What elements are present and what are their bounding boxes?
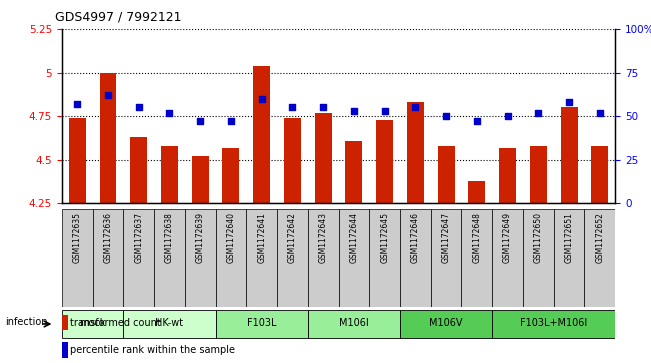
Text: M106I: M106I	[339, 318, 368, 329]
Text: GSM1172642: GSM1172642	[288, 212, 297, 262]
Text: GSM1172637: GSM1172637	[134, 212, 143, 263]
Text: GSM1172638: GSM1172638	[165, 212, 174, 262]
Text: GDS4997 / 7992121: GDS4997 / 7992121	[55, 11, 182, 24]
Text: GSM1172635: GSM1172635	[73, 212, 82, 263]
FancyBboxPatch shape	[523, 209, 554, 307]
FancyBboxPatch shape	[123, 209, 154, 307]
Point	[594, 110, 605, 115]
FancyBboxPatch shape	[492, 310, 615, 338]
FancyBboxPatch shape	[400, 209, 431, 307]
FancyBboxPatch shape	[308, 310, 400, 338]
FancyBboxPatch shape	[400, 310, 492, 338]
Bar	[100, 73, 117, 203]
Bar	[376, 120, 393, 203]
Point	[471, 118, 482, 124]
Text: GSM1172643: GSM1172643	[318, 212, 327, 263]
Text: M106V: M106V	[430, 318, 463, 329]
Text: GSM1172640: GSM1172640	[227, 212, 236, 263]
Text: HK-wt: HK-wt	[156, 318, 184, 329]
FancyBboxPatch shape	[554, 209, 585, 307]
Bar	[469, 181, 485, 203]
Text: GSM1172639: GSM1172639	[196, 212, 204, 263]
Text: GSM1172641: GSM1172641	[257, 212, 266, 262]
Point	[195, 118, 205, 124]
Point	[564, 99, 574, 105]
Point	[410, 105, 421, 110]
Point	[287, 105, 298, 110]
FancyBboxPatch shape	[492, 209, 523, 307]
Text: infection: infection	[5, 317, 48, 327]
Text: GSM1172646: GSM1172646	[411, 212, 420, 263]
Bar	[314, 113, 331, 203]
FancyBboxPatch shape	[62, 209, 92, 307]
Point	[441, 113, 451, 119]
Bar	[130, 137, 147, 203]
FancyBboxPatch shape	[123, 310, 215, 338]
Text: F103L: F103L	[247, 318, 277, 329]
Point	[226, 118, 236, 124]
FancyBboxPatch shape	[215, 310, 308, 338]
Text: transformed count: transformed count	[70, 318, 161, 328]
Bar	[591, 146, 608, 203]
FancyBboxPatch shape	[277, 209, 308, 307]
Text: GSM1172651: GSM1172651	[564, 212, 574, 262]
FancyBboxPatch shape	[215, 209, 246, 307]
Point	[256, 96, 267, 102]
Bar	[561, 107, 577, 203]
Text: percentile rank within the sample: percentile rank within the sample	[70, 345, 235, 355]
Bar	[62, 342, 68, 358]
FancyBboxPatch shape	[339, 209, 369, 307]
Text: GSM1172647: GSM1172647	[441, 212, 450, 263]
Bar	[284, 118, 301, 203]
Text: GSM1172648: GSM1172648	[473, 212, 481, 262]
Bar	[161, 146, 178, 203]
Point	[533, 110, 544, 115]
Bar	[253, 66, 270, 203]
Bar	[192, 156, 208, 203]
Point	[103, 92, 113, 98]
Text: mock: mock	[79, 318, 105, 329]
Point	[380, 108, 390, 114]
Text: GSM1172644: GSM1172644	[350, 212, 359, 263]
Text: F103L+M106I: F103L+M106I	[520, 318, 587, 329]
Bar	[62, 315, 68, 330]
FancyBboxPatch shape	[369, 209, 400, 307]
FancyBboxPatch shape	[92, 209, 123, 307]
Text: GSM1172652: GSM1172652	[595, 212, 604, 262]
Bar	[407, 102, 424, 203]
Point	[503, 113, 513, 119]
Bar	[223, 147, 240, 203]
FancyBboxPatch shape	[246, 209, 277, 307]
FancyBboxPatch shape	[431, 209, 462, 307]
FancyBboxPatch shape	[185, 209, 215, 307]
Point	[72, 101, 83, 107]
Bar	[346, 140, 363, 203]
Point	[349, 108, 359, 114]
Bar	[499, 147, 516, 203]
Bar	[437, 146, 454, 203]
FancyBboxPatch shape	[308, 209, 339, 307]
Point	[164, 110, 174, 115]
FancyBboxPatch shape	[585, 209, 615, 307]
Point	[133, 105, 144, 110]
Text: GSM1172650: GSM1172650	[534, 212, 543, 263]
Bar	[69, 118, 86, 203]
Text: GSM1172645: GSM1172645	[380, 212, 389, 263]
FancyBboxPatch shape	[462, 209, 492, 307]
Text: GSM1172636: GSM1172636	[104, 212, 113, 263]
Point	[318, 105, 328, 110]
FancyBboxPatch shape	[62, 310, 123, 338]
FancyBboxPatch shape	[154, 209, 185, 307]
Bar	[530, 146, 547, 203]
Text: GSM1172649: GSM1172649	[503, 212, 512, 263]
